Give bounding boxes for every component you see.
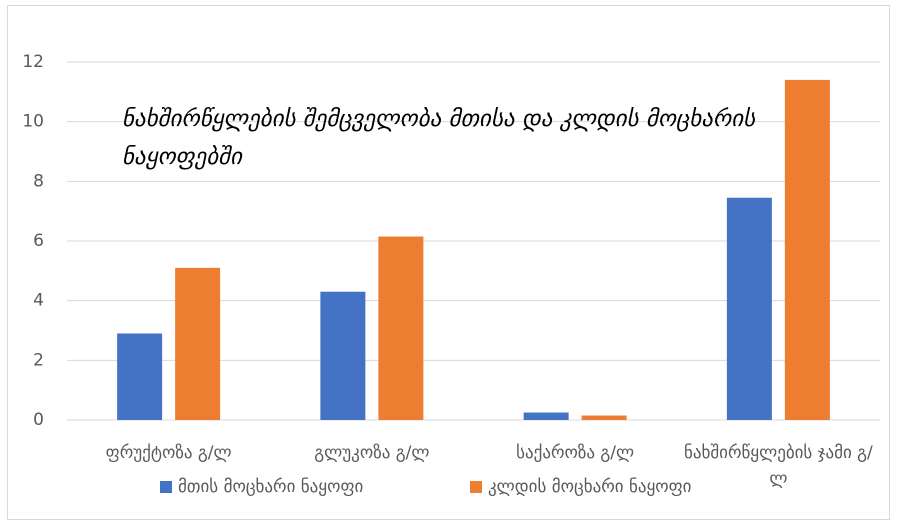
y-tick-label: 12 — [22, 52, 44, 72]
legend-label: კლდის მოცხარი ნაყოფი — [488, 477, 692, 497]
y-tick-label: 10 — [22, 112, 44, 132]
y-tick-label: 6 — [33, 231, 44, 251]
bar — [581, 415, 627, 420]
legend-item: მთის მოცხარი ნაყოფი — [160, 477, 363, 497]
bar — [523, 412, 569, 420]
legend-item: კლდის მოცხარი ნაყოფი — [470, 477, 691, 497]
x-tick-label: საქაროზა გ/ლ — [516, 443, 635, 463]
y-tick-label: 2 — [33, 350, 44, 370]
bar — [320, 291, 366, 420]
chart-title: ნახშირწყლების შემცველობა მთისა და კლდის … — [122, 106, 756, 170]
x-tick-label: ნახშირწყლების ჯამი გ/ლ — [683, 443, 873, 489]
x-tick-label: გლუკოზა გ/ლ — [314, 443, 430, 463]
bar — [378, 236, 424, 420]
bar — [117, 333, 163, 420]
y-tick-label: 4 — [33, 291, 44, 311]
bar — [175, 267, 221, 420]
y-tick-label: 0 — [33, 410, 44, 430]
legend-swatch — [470, 481, 482, 493]
legend-swatch — [160, 481, 172, 493]
legend-label: მთის მოცხარი ნაყოფი — [178, 477, 364, 497]
y-tick-label: 8 — [33, 171, 44, 191]
bar — [784, 79, 830, 421]
x-tick-label: ფრუქტოზა გ/ლ — [105, 443, 232, 463]
bar — [726, 197, 772, 420]
